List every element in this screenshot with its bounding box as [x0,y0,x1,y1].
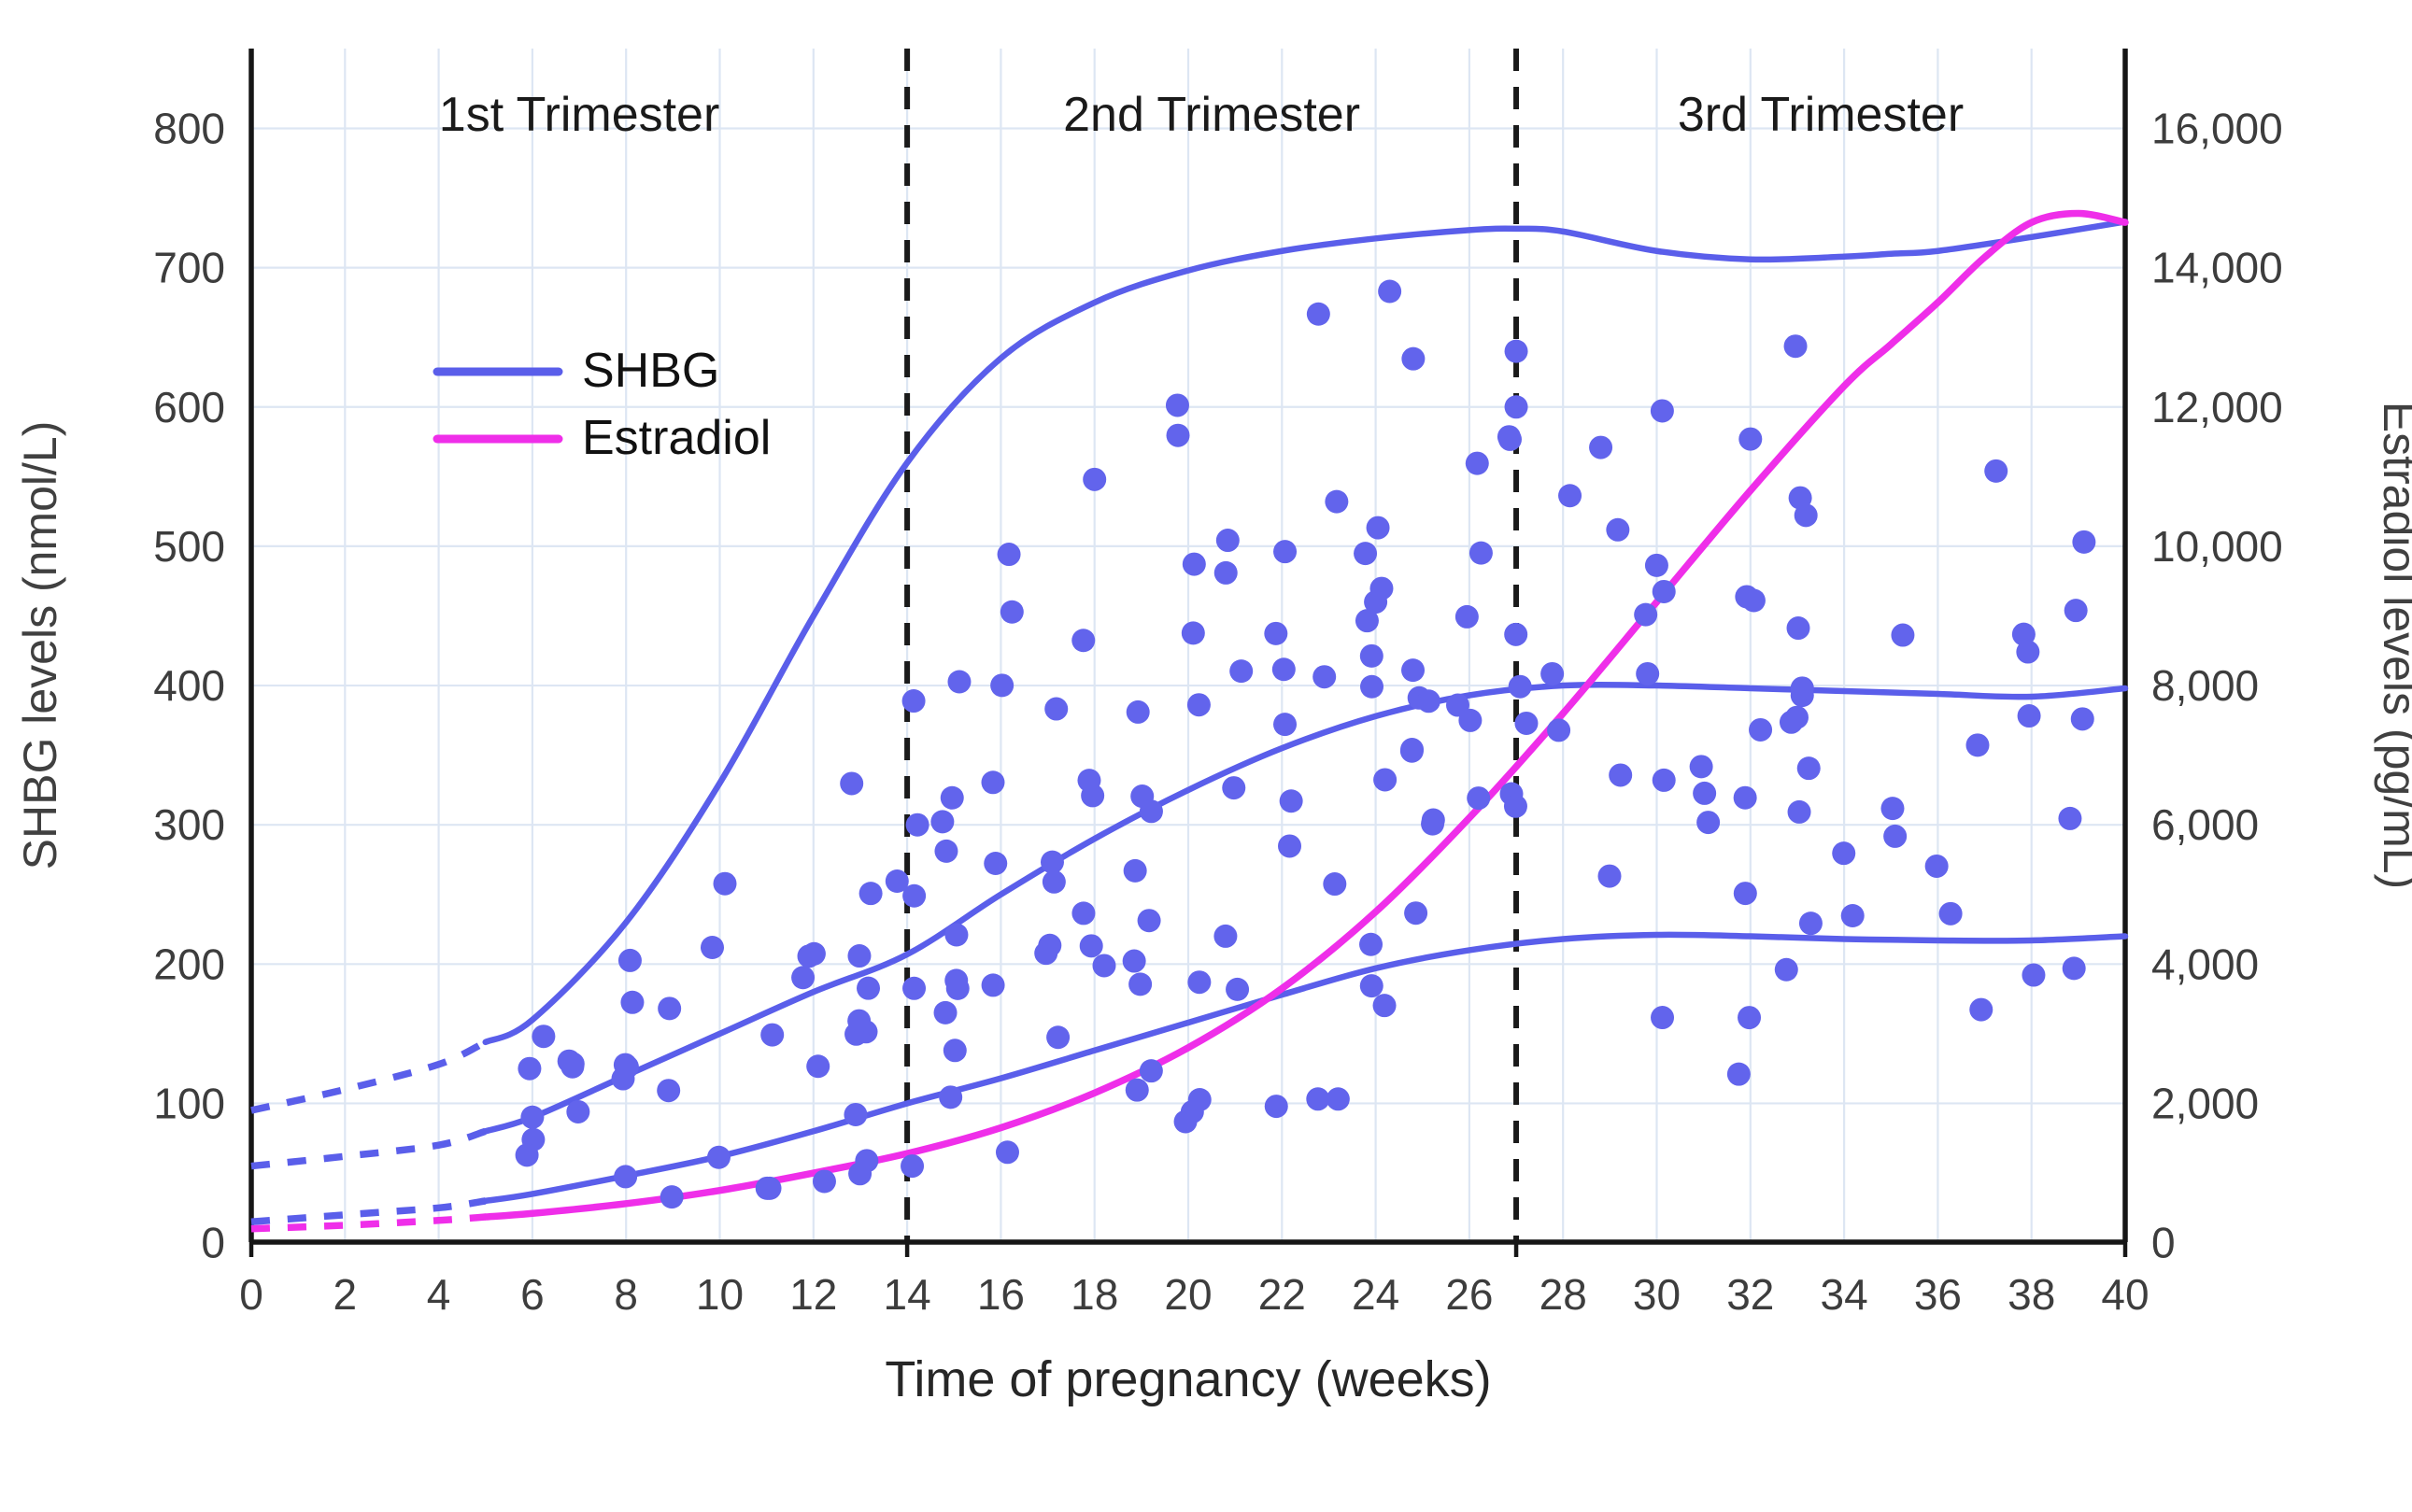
svg-text:18: 18 [1071,1270,1118,1319]
svg-text:8: 8 [614,1270,638,1319]
svg-text:10: 10 [696,1270,744,1319]
svg-text:8,000: 8,000 [2151,661,2259,710]
svg-text:14: 14 [884,1270,931,1319]
svg-text:Estradiol: Estradiol [582,411,771,465]
svg-text:Estradiol levels (pg/mL): Estradiol levels (pg/mL) [2374,402,2412,889]
svg-text:32: 32 [1726,1270,1774,1319]
svg-text:0: 0 [2151,1219,2176,1267]
svg-text:Time of pregnancy (weeks): Time of pregnancy (weeks) [885,1351,1491,1407]
svg-text:1st Trimester: 1st Trimester [439,88,720,142]
svg-text:0: 0 [239,1270,263,1319]
svg-text:100: 100 [153,1079,225,1127]
svg-text:6,000: 6,000 [2151,800,2259,849]
svg-text:500: 500 [153,522,225,571]
svg-text:40: 40 [2101,1270,2149,1319]
svg-text:4: 4 [427,1270,451,1319]
svg-text:28: 28 [1539,1270,1587,1319]
svg-text:34: 34 [1821,1270,1868,1319]
svg-text:16,000: 16,000 [2151,105,2283,153]
svg-text:2nd Trimester: 2nd Trimester [1063,88,1360,142]
svg-text:24: 24 [1352,1270,1399,1319]
svg-text:700: 700 [153,244,225,292]
svg-text:0: 0 [201,1219,225,1267]
svg-text:SHBG: SHBG [582,344,719,398]
svg-text:200: 200 [153,940,225,988]
svg-text:38: 38 [2008,1270,2055,1319]
svg-text:26: 26 [1445,1270,1493,1319]
svg-text:6: 6 [520,1270,545,1319]
svg-text:3rd Trimester: 3rd Trimester [1678,88,1964,142]
svg-text:2,000: 2,000 [2151,1079,2259,1127]
svg-text:2: 2 [333,1270,358,1319]
svg-text:12,000: 12,000 [2151,383,2283,431]
svg-text:4,000: 4,000 [2151,940,2259,988]
svg-text:SHBG levels (nmol/L): SHBG levels (nmol/L) [14,421,66,870]
svg-text:16: 16 [977,1270,1025,1319]
svg-text:800: 800 [153,105,225,153]
svg-text:36: 36 [1914,1270,1962,1319]
svg-text:22: 22 [1258,1270,1306,1319]
svg-text:20: 20 [1164,1270,1212,1319]
svg-text:12: 12 [789,1270,837,1319]
svg-text:600: 600 [153,383,225,431]
svg-text:14,000: 14,000 [2151,244,2283,292]
svg-text:400: 400 [153,661,225,710]
svg-text:300: 300 [153,800,225,849]
svg-text:10,000: 10,000 [2151,522,2283,571]
svg-text:30: 30 [1633,1270,1681,1319]
